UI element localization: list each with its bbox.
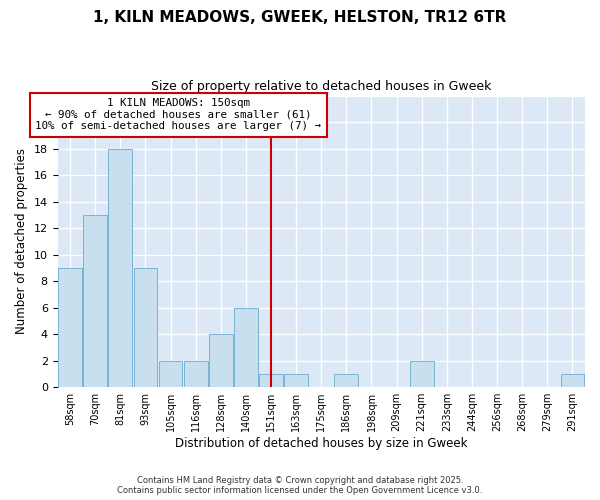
Text: Contains HM Land Registry data © Crown copyright and database right 2025.
Contai: Contains HM Land Registry data © Crown c… xyxy=(118,476,482,495)
Bar xyxy=(184,360,208,387)
Bar xyxy=(259,374,283,387)
Bar xyxy=(284,374,308,387)
Y-axis label: Number of detached properties: Number of detached properties xyxy=(15,148,28,334)
Title: Size of property relative to detached houses in Gweek: Size of property relative to detached ho… xyxy=(151,80,491,93)
Bar xyxy=(234,308,258,387)
Text: 1 KILN MEADOWS: 150sqm
← 90% of detached houses are smaller (61)
10% of semi-det: 1 KILN MEADOWS: 150sqm ← 90% of detached… xyxy=(35,98,321,132)
X-axis label: Distribution of detached houses by size in Gweek: Distribution of detached houses by size … xyxy=(175,437,467,450)
Bar xyxy=(83,215,107,387)
Bar xyxy=(134,268,157,387)
Bar xyxy=(158,360,182,387)
Text: 1, KILN MEADOWS, GWEEK, HELSTON, TR12 6TR: 1, KILN MEADOWS, GWEEK, HELSTON, TR12 6T… xyxy=(94,10,506,25)
Bar xyxy=(334,374,358,387)
Bar xyxy=(560,374,584,387)
Bar xyxy=(58,268,82,387)
Bar xyxy=(410,360,434,387)
Bar xyxy=(109,148,132,387)
Bar xyxy=(209,334,233,387)
